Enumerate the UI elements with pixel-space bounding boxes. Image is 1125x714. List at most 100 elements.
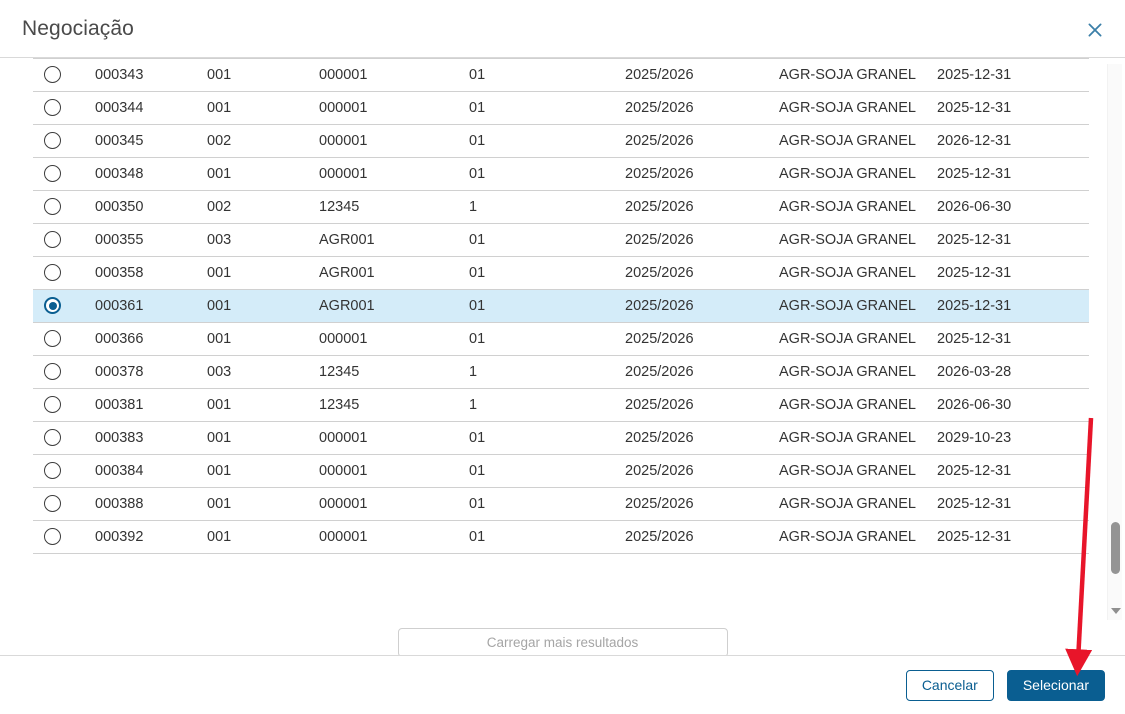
results-table-body: 000343 001 000001 01 2025/2026 AGR-SOJA GRANE… (33, 58, 1089, 553)
table-cell-material: 12345 (319, 363, 360, 380)
table-cell-item: 002 (207, 198, 232, 215)
scrollbar-thumb[interactable] (1111, 522, 1120, 574)
table-cell-id: 000350 (95, 198, 144, 215)
table-cell-data: 2026-03-28 (937, 363, 1012, 380)
row-radio-icon[interactable] (44, 132, 61, 149)
row-radio-icon[interactable] (44, 495, 61, 512)
table-cell-item: 001 (207, 66, 232, 83)
table-cell-material: 000001 (319, 429, 368, 446)
row-radio-icon[interactable] (44, 231, 61, 248)
results-table: 000343 001 000001 01 2025/2026 AGR-SOJA GRANE… (33, 58, 1089, 554)
table-row[interactable]: 000350 002 12345 1 2025/2026 AGR-SOJA GRANEL 2… (33, 190, 1089, 223)
table-cell-data: 2025-12-31 (937, 264, 1012, 281)
radio-cell[interactable] (33, 157, 95, 190)
table-row[interactable]: 000392 001 000001 01 2025/2026 AGR-SOJA GRANE… (33, 520, 1089, 553)
table-cell-safra: 2025/2026 (625, 429, 694, 446)
dialog-header: Negociação (0, 0, 1125, 58)
table-row[interactable]: 000366 001 000001 01 2025/2026 AGR-SOJA GRANE… (33, 322, 1089, 355)
radio-cell[interactable] (33, 520, 95, 553)
table-row[interactable]: 000343 001 000001 01 2025/2026 AGR-SOJA GRANE… (33, 58, 1089, 91)
radio-cell[interactable] (33, 190, 95, 223)
close-icon[interactable] (1079, 14, 1111, 46)
table-scrollbar[interactable] (1107, 64, 1122, 620)
table-row[interactable]: 000358 001 AGR001 01 2025/2026 AGR-SOJA GRANE… (33, 256, 1089, 289)
radio-cell[interactable] (33, 355, 95, 388)
radio-cell[interactable] (33, 388, 95, 421)
radio-cell[interactable] (33, 256, 95, 289)
table-cell-data: 2026-06-30 (937, 396, 1012, 413)
radio-cell[interactable] (33, 91, 95, 124)
row-radio-icon[interactable] (44, 264, 61, 281)
load-more-results-button[interactable]: Carregar mais resultados (397, 628, 728, 655)
table-cell-descricao: AGR-SOJA GRANEL (779, 198, 916, 215)
table-cell-descricao: AGR-SOJA GRANEL (779, 66, 916, 83)
row-radio-icon[interactable] (44, 528, 61, 545)
table-row[interactable]: 000361 001 AGR001 01 2025/2026 AGR-SOJA GRANE… (33, 289, 1089, 322)
table-cell-versao: 01 (469, 462, 486, 479)
table-cell-safra: 2025/2026 (625, 363, 694, 380)
table-cell-item: 001 (207, 462, 232, 479)
table-cell-id: 000366 (95, 330, 144, 347)
table-cell-data: 2025-12-31 (937, 528, 1012, 545)
row-radio-icon[interactable] (44, 330, 61, 347)
cancel-button[interactable]: Cancelar (905, 669, 994, 701)
table-cell-descricao: AGR-SOJA GRANEL (779, 99, 916, 116)
radio-cell[interactable] (33, 322, 95, 355)
row-radio-icon[interactable] (44, 66, 61, 83)
row-radio-icon[interactable] (44, 462, 61, 479)
table-row[interactable]: 000344 001 000001 01 2025/2026 AGR-SOJA GRANE… (33, 91, 1089, 124)
table-cell-item: 001 (207, 330, 232, 347)
table-row[interactable]: 000345 002 000001 01 2025/2026 AGR-SOJA GRANE… (33, 124, 1089, 157)
radio-cell[interactable] (33, 421, 95, 454)
table-cell-safra: 2025/2026 (625, 231, 694, 248)
table-cell-versao: 01 (469, 231, 486, 248)
table-cell-safra: 2025/2026 (625, 396, 694, 413)
table-cell-item: 001 (207, 495, 232, 512)
table-row[interactable]: 000378 003 12345 1 2025/2026 AGR-SOJA GRANEL 2… (33, 355, 1089, 388)
row-radio-icon[interactable] (44, 396, 61, 413)
table-cell-data: 2029-10-23 (937, 429, 1012, 446)
close-icon-glyph (1088, 23, 1102, 37)
table-cell-item: 001 (207, 429, 232, 446)
row-radio-icon[interactable] (44, 363, 61, 380)
table-row[interactable]: 000388 001 000001 01 2025/2026 AGR-SOJA GRANE… (33, 487, 1089, 520)
select-button[interactable]: Selecionar (1006, 669, 1105, 701)
table-cell-descricao: AGR-SOJA GRANEL (779, 528, 916, 545)
scroll-down-arrow-icon[interactable] (1111, 608, 1121, 614)
radio-cell[interactable] (33, 487, 95, 520)
table-cell-descricao: AGR-SOJA GRANEL (779, 429, 916, 446)
table-cell-versao: 01 (469, 297, 486, 314)
radio-cell[interactable] (33, 124, 95, 157)
table-cell-material: 000001 (319, 495, 368, 512)
table-row[interactable]: 000384 001 000001 01 2025/2026 AGR-SOJA GRANE… (33, 454, 1089, 487)
table-cell-id: 000378 (95, 363, 144, 380)
table-cell-data: 2025-12-31 (937, 297, 1012, 314)
table-cell-descricao: AGR-SOJA GRANEL (779, 231, 916, 248)
radio-cell[interactable] (33, 289, 95, 322)
row-radio-selected-icon[interactable] (44, 297, 61, 314)
row-radio-icon[interactable] (44, 429, 61, 446)
table-cell-safra: 2025/2026 (625, 132, 694, 149)
table-cell-versao: 1 (469, 198, 478, 215)
table-cell-versao: 01 (469, 165, 486, 182)
radio-cell[interactable] (33, 58, 95, 91)
table-cell-material: 12345 (319, 396, 360, 413)
row-radio-icon[interactable] (44, 99, 61, 116)
radio-cell[interactable] (33, 223, 95, 256)
results-table-viewport[interactable]: 000343 001 000001 01 2025/2026 AGR-SOJA GRANE… (0, 58, 1125, 571)
table-cell-descricao: AGR-SOJA GRANEL (779, 297, 916, 314)
table-cell-id: 000344 (95, 99, 144, 116)
table-cell-id: 000343 (95, 66, 144, 83)
table-cell-descricao: AGR-SOJA GRANEL (779, 264, 916, 281)
table-row[interactable]: 000355 003 AGR001 01 2025/2026 AGR-SOJA GRANE… (33, 223, 1089, 256)
table-cell-material: 12345 (319, 198, 360, 215)
radio-cell[interactable] (33, 454, 95, 487)
row-radio-icon[interactable] (44, 198, 61, 215)
row-radio-icon[interactable] (44, 165, 61, 182)
table-row[interactable]: 000348 001 000001 01 2025/2026 AGR-SOJA GRANE… (33, 157, 1089, 190)
table-cell-item: 002 (207, 132, 232, 149)
table-cell-material: 000001 (319, 528, 368, 545)
table-row[interactable]: 000383 001 000001 01 2025/2026 AGR-SOJA GRANE… (33, 421, 1089, 454)
table-cell-item: 001 (207, 297, 232, 314)
table-row[interactable]: 000381 001 12345 1 2025/2026 AGR-SOJA GRANEL 2… (33, 388, 1089, 421)
